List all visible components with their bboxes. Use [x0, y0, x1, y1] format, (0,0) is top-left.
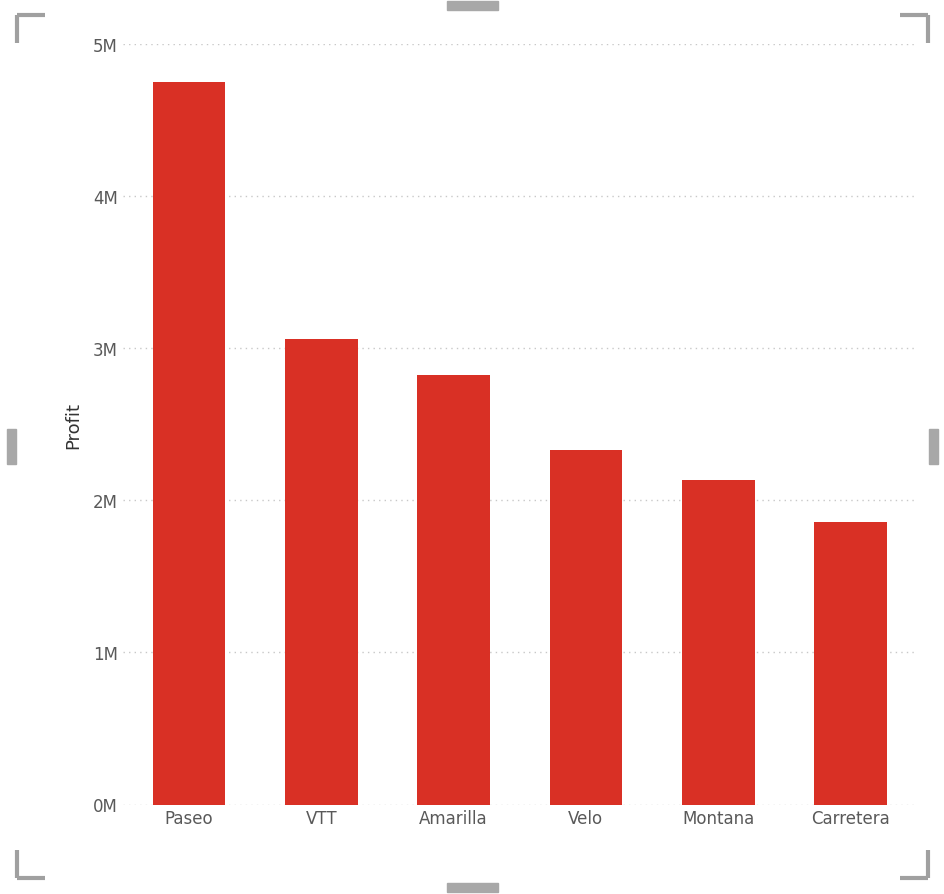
Bar [152, 83, 225, 805]
Y-axis label: Profit: Profit [64, 401, 82, 448]
Bar [416, 376, 489, 805]
Bar [284, 340, 357, 805]
Bar [548, 451, 621, 805]
Bar [681, 481, 753, 805]
Bar [813, 522, 885, 805]
